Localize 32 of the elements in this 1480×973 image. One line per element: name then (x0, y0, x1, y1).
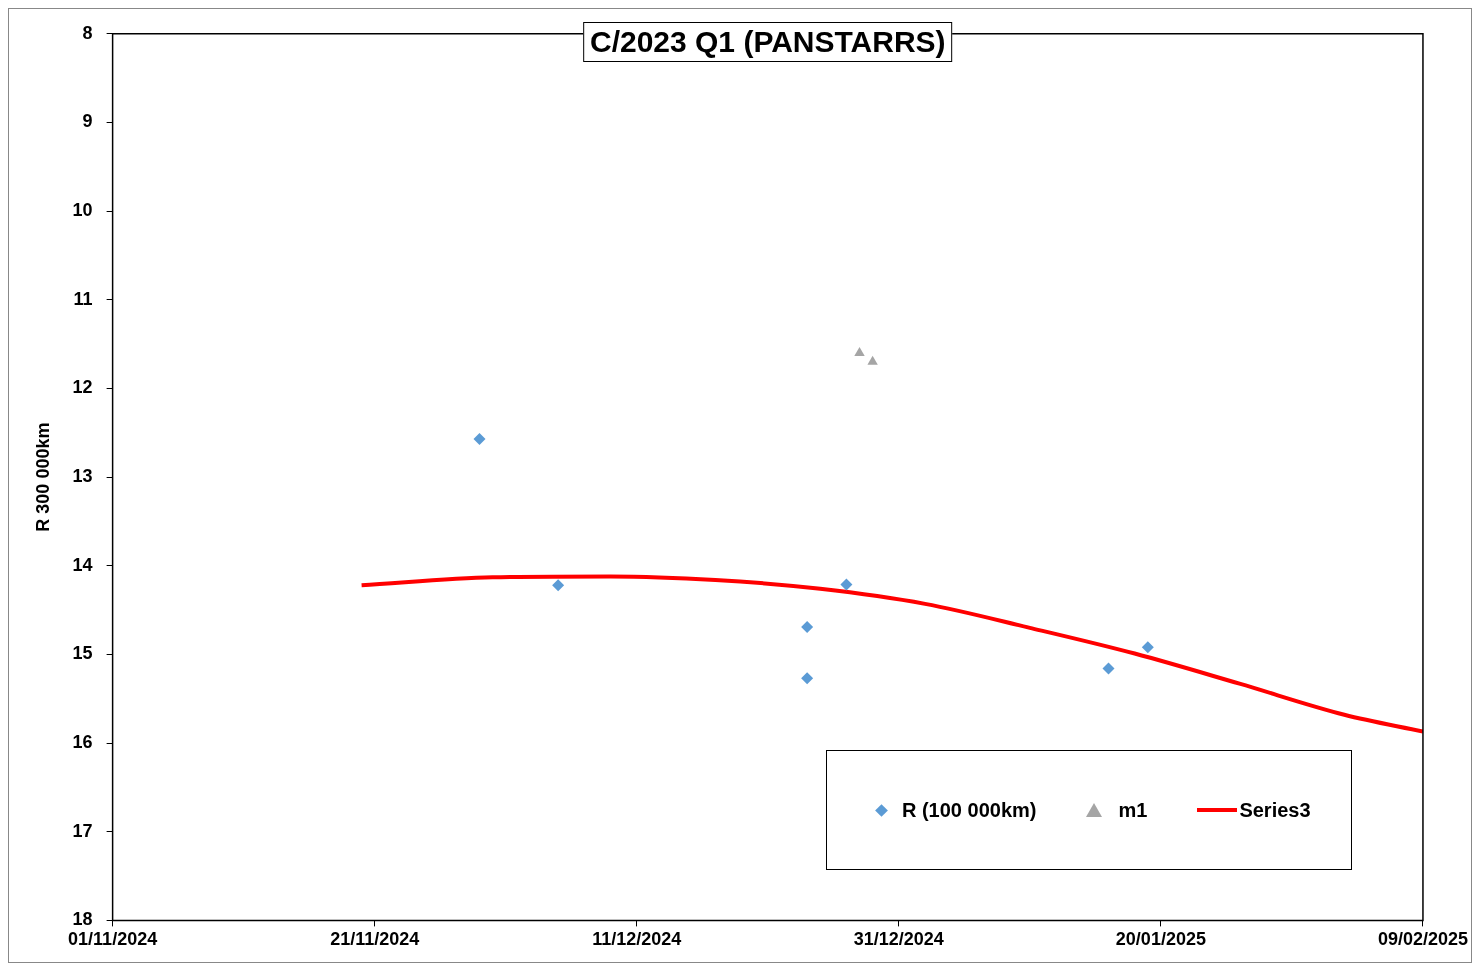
legend-label: Series3 (1239, 798, 1311, 822)
point (867, 355, 878, 365)
y-tick-label: 16 (72, 732, 93, 753)
y-tick-label: 11 (73, 288, 93, 309)
x-tick-label: 11/12/2024 (592, 929, 682, 950)
y-tick-label: 9 (82, 111, 93, 132)
point (801, 620, 814, 633)
legend-label: m1 (1118, 798, 1148, 822)
y-tick-label: 10 (72, 200, 93, 221)
x-tick-label: 09/02/2025 (1377, 929, 1468, 950)
y-tick-label: 14 (72, 554, 93, 575)
point (1102, 662, 1115, 675)
chart-title: C/2023 Q1 (PANSTARRS) (582, 21, 953, 62)
y-tick-label: 15 (72, 643, 93, 664)
point (854, 346, 865, 356)
y-tick-label: 17 (72, 820, 93, 841)
legend-label: R (100 000km) (901, 798, 1037, 822)
x-tick-label: 31/12/2024 (853, 929, 944, 950)
y-axis-title: R 300 000km (32, 422, 53, 532)
x-tick-label: 01/11/2024 (68, 929, 158, 950)
point (473, 432, 486, 445)
point (801, 672, 814, 685)
y-tick-label: 8 (82, 22, 93, 43)
y-tick-label: 18 (72, 909, 93, 930)
y-tick-label: 13 (72, 466, 93, 487)
x-tick-label: 20/01/2025 (1115, 929, 1206, 950)
y-tick-label: 12 (72, 377, 93, 398)
x-tick-label: 21/11/2024 (330, 929, 420, 950)
point (1141, 641, 1154, 654)
point (840, 578, 853, 591)
line-series (359, 574, 1423, 734)
point (552, 579, 565, 592)
